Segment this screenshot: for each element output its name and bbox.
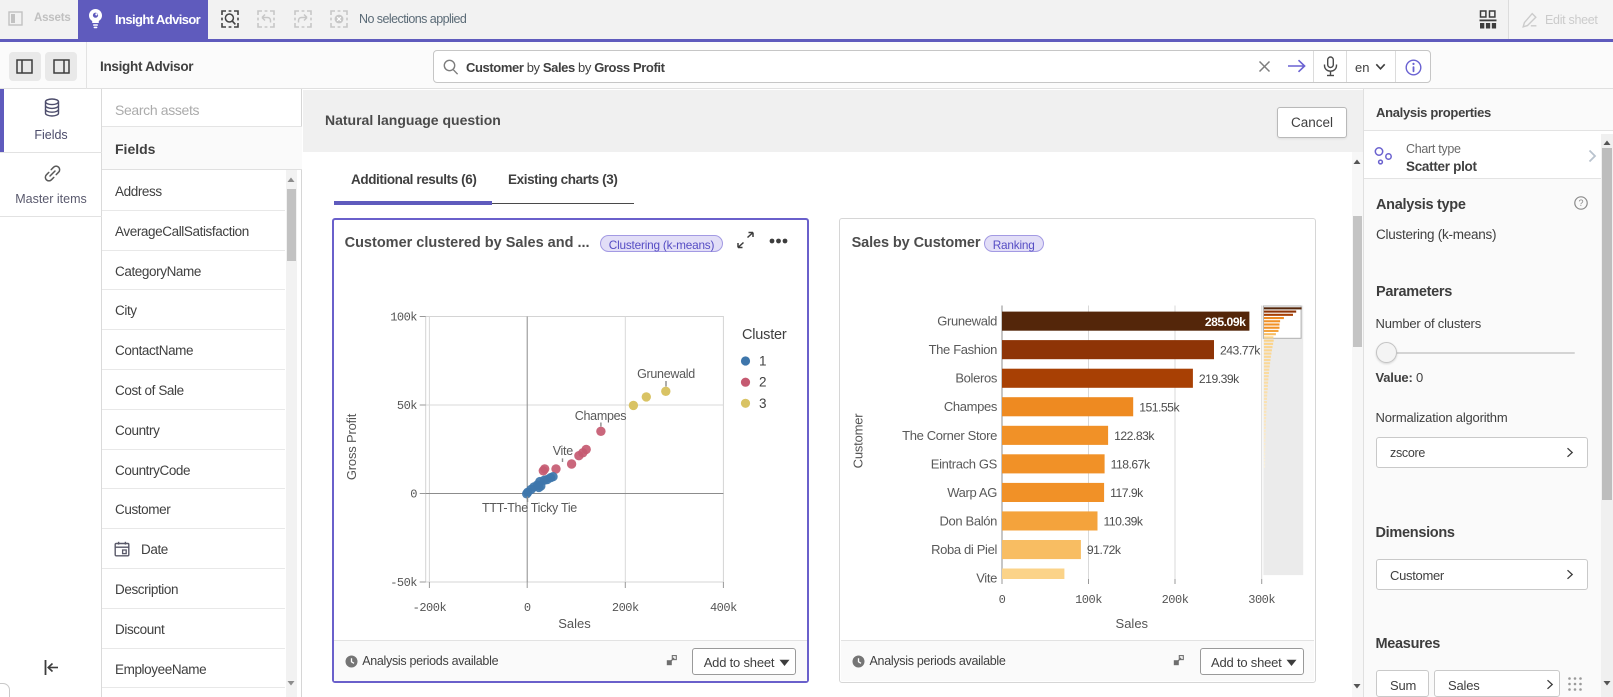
svg-text:151.55k: 151.55k xyxy=(1139,400,1180,414)
svg-text:117.9k: 117.9k xyxy=(1110,486,1144,500)
svg-text:118.67k: 118.67k xyxy=(1111,457,1151,471)
svg-text:Sales: Sales xyxy=(1116,616,1149,631)
svg-text:The Corner Store: The Corner Store xyxy=(902,427,997,442)
svg-text:243.77k: 243.77k xyxy=(1220,343,1261,357)
svg-text:Sales: Sales xyxy=(558,616,591,631)
svg-text:Vite: Vite xyxy=(552,444,572,458)
svg-text:0: 0 xyxy=(999,593,1006,607)
svg-text:400k: 400k xyxy=(710,601,737,615)
svg-text:?: ? xyxy=(1578,198,1583,208)
svg-text:200k: 200k xyxy=(1162,593,1189,607)
svg-text:Vite: Vite xyxy=(976,570,997,585)
svg-text:Champes: Champes xyxy=(944,399,998,414)
svg-text:Champes: Champes xyxy=(574,409,625,423)
svg-text:Customer: Customer xyxy=(851,412,866,468)
svg-text:100k: 100k xyxy=(390,310,417,324)
svg-text:100k: 100k xyxy=(1075,593,1102,607)
svg-text:200k: 200k xyxy=(612,601,639,615)
svg-text:Grunewald: Grunewald xyxy=(637,367,695,381)
svg-text:Grunewald: Grunewald xyxy=(937,313,997,328)
svg-text:1: 1 xyxy=(759,353,767,368)
svg-text:110.39k: 110.39k xyxy=(1104,514,1144,528)
svg-text:Cluster: Cluster xyxy=(742,327,787,343)
svg-text:122.83k: 122.83k xyxy=(1114,429,1155,443)
svg-text:Roba di Piel: Roba di Piel xyxy=(931,542,997,557)
svg-text:91.72k: 91.72k xyxy=(1087,543,1122,557)
svg-text:2: 2 xyxy=(759,374,767,389)
svg-text:Boleros: Boleros xyxy=(955,370,997,385)
svg-text:0: 0 xyxy=(410,487,417,501)
svg-text:300k: 300k xyxy=(1248,593,1275,607)
svg-text:The Fashion: The Fashion xyxy=(929,342,998,357)
svg-text:219.39k: 219.39k xyxy=(1199,371,1240,385)
svg-text:-50k: -50k xyxy=(390,576,417,590)
svg-text:3: 3 xyxy=(759,395,767,410)
svg-text:-200k: -200k xyxy=(412,601,446,615)
svg-text:285.09k: 285.09k xyxy=(1205,314,1246,328)
svg-text:TTT-The Ticky Tie: TTT-The Ticky Tie xyxy=(482,501,577,515)
svg-text:Gross Profit: Gross Profit xyxy=(344,413,359,480)
svg-text:Warp AG: Warp AG xyxy=(947,484,997,499)
svg-text:Don Balón: Don Balón xyxy=(939,513,997,528)
svg-text:0: 0 xyxy=(524,601,531,615)
svg-text:Eintrach GS: Eintrach GS xyxy=(931,456,998,471)
svg-text:50k: 50k xyxy=(397,399,417,413)
